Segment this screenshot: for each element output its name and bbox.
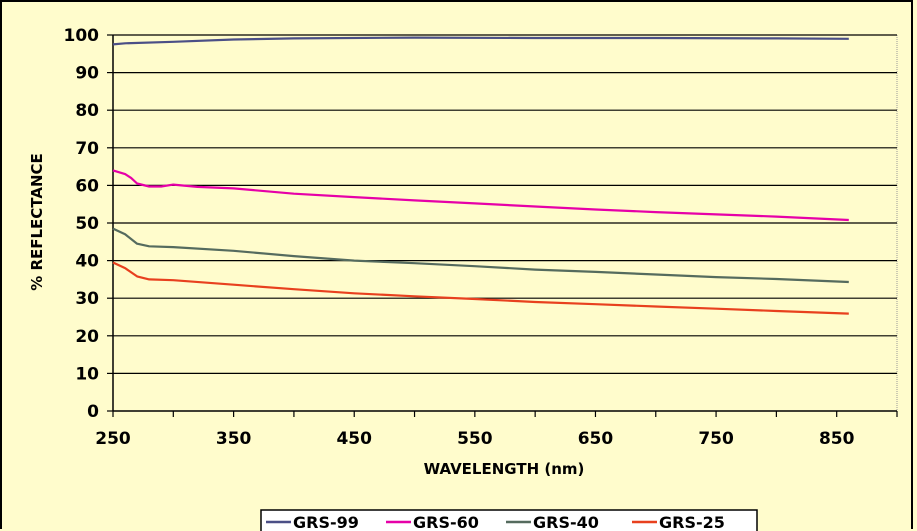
y-axis-title: % REFLECTANCE <box>28 153 46 291</box>
series-layer <box>112 36 849 315</box>
y-tick-label: 40 <box>75 252 99 272</box>
legend-items: GRS-99 GRS-60 GRS-40 GRS-25 <box>266 513 725 531</box>
legend-box <box>260 509 758 531</box>
labels-layer: 0 10 20 30 40 50 60 70 80 90 100 250 350 450 550 650 750… <box>64 26 855 449</box>
legend-label: GRS-60 <box>413 513 479 531</box>
legend-label: GRS-40 <box>533 513 599 531</box>
legend-label: GRS-99 <box>293 513 359 531</box>
y-tick-label: 100 <box>64 26 100 46</box>
x-tick-label: 750 <box>698 429 734 449</box>
y-tick-label: 0 <box>87 402 99 422</box>
x-tick-label: 250 <box>95 429 131 449</box>
legend-label: GRS-25 <box>659 513 725 531</box>
series-line-grs-60 <box>112 169 849 222</box>
y-tick-label: 70 <box>75 139 99 159</box>
y-tick-label: 80 <box>75 101 99 121</box>
y-tick-label: 10 <box>75 364 99 384</box>
grid-layer <box>112 34 898 412</box>
y-tick-label: 20 <box>75 327 99 347</box>
series-line-grs-25 <box>112 261 849 315</box>
x-tick-label: 350 <box>216 429 252 449</box>
x-tick-label: 650 <box>578 429 614 449</box>
y-tick-label: 50 <box>75 214 99 234</box>
x-tick-label: 850 <box>819 429 855 449</box>
x-tick-label: 450 <box>336 429 372 449</box>
legend: GRS-99 GRS-60 GRS-40 GRS-25 <box>260 509 758 531</box>
y-tick-label: 60 <box>75 176 99 196</box>
x-axis-title: WAVELENGTH (nm) <box>424 460 585 478</box>
x-tick-label: 550 <box>457 429 493 449</box>
axes-layer <box>107 34 898 417</box>
y-tick-label: 90 <box>75 64 99 84</box>
y-tick-label: 30 <box>75 289 99 309</box>
series-line-grs-40 <box>112 227 849 284</box>
series-line-grs-99 <box>112 36 849 46</box>
